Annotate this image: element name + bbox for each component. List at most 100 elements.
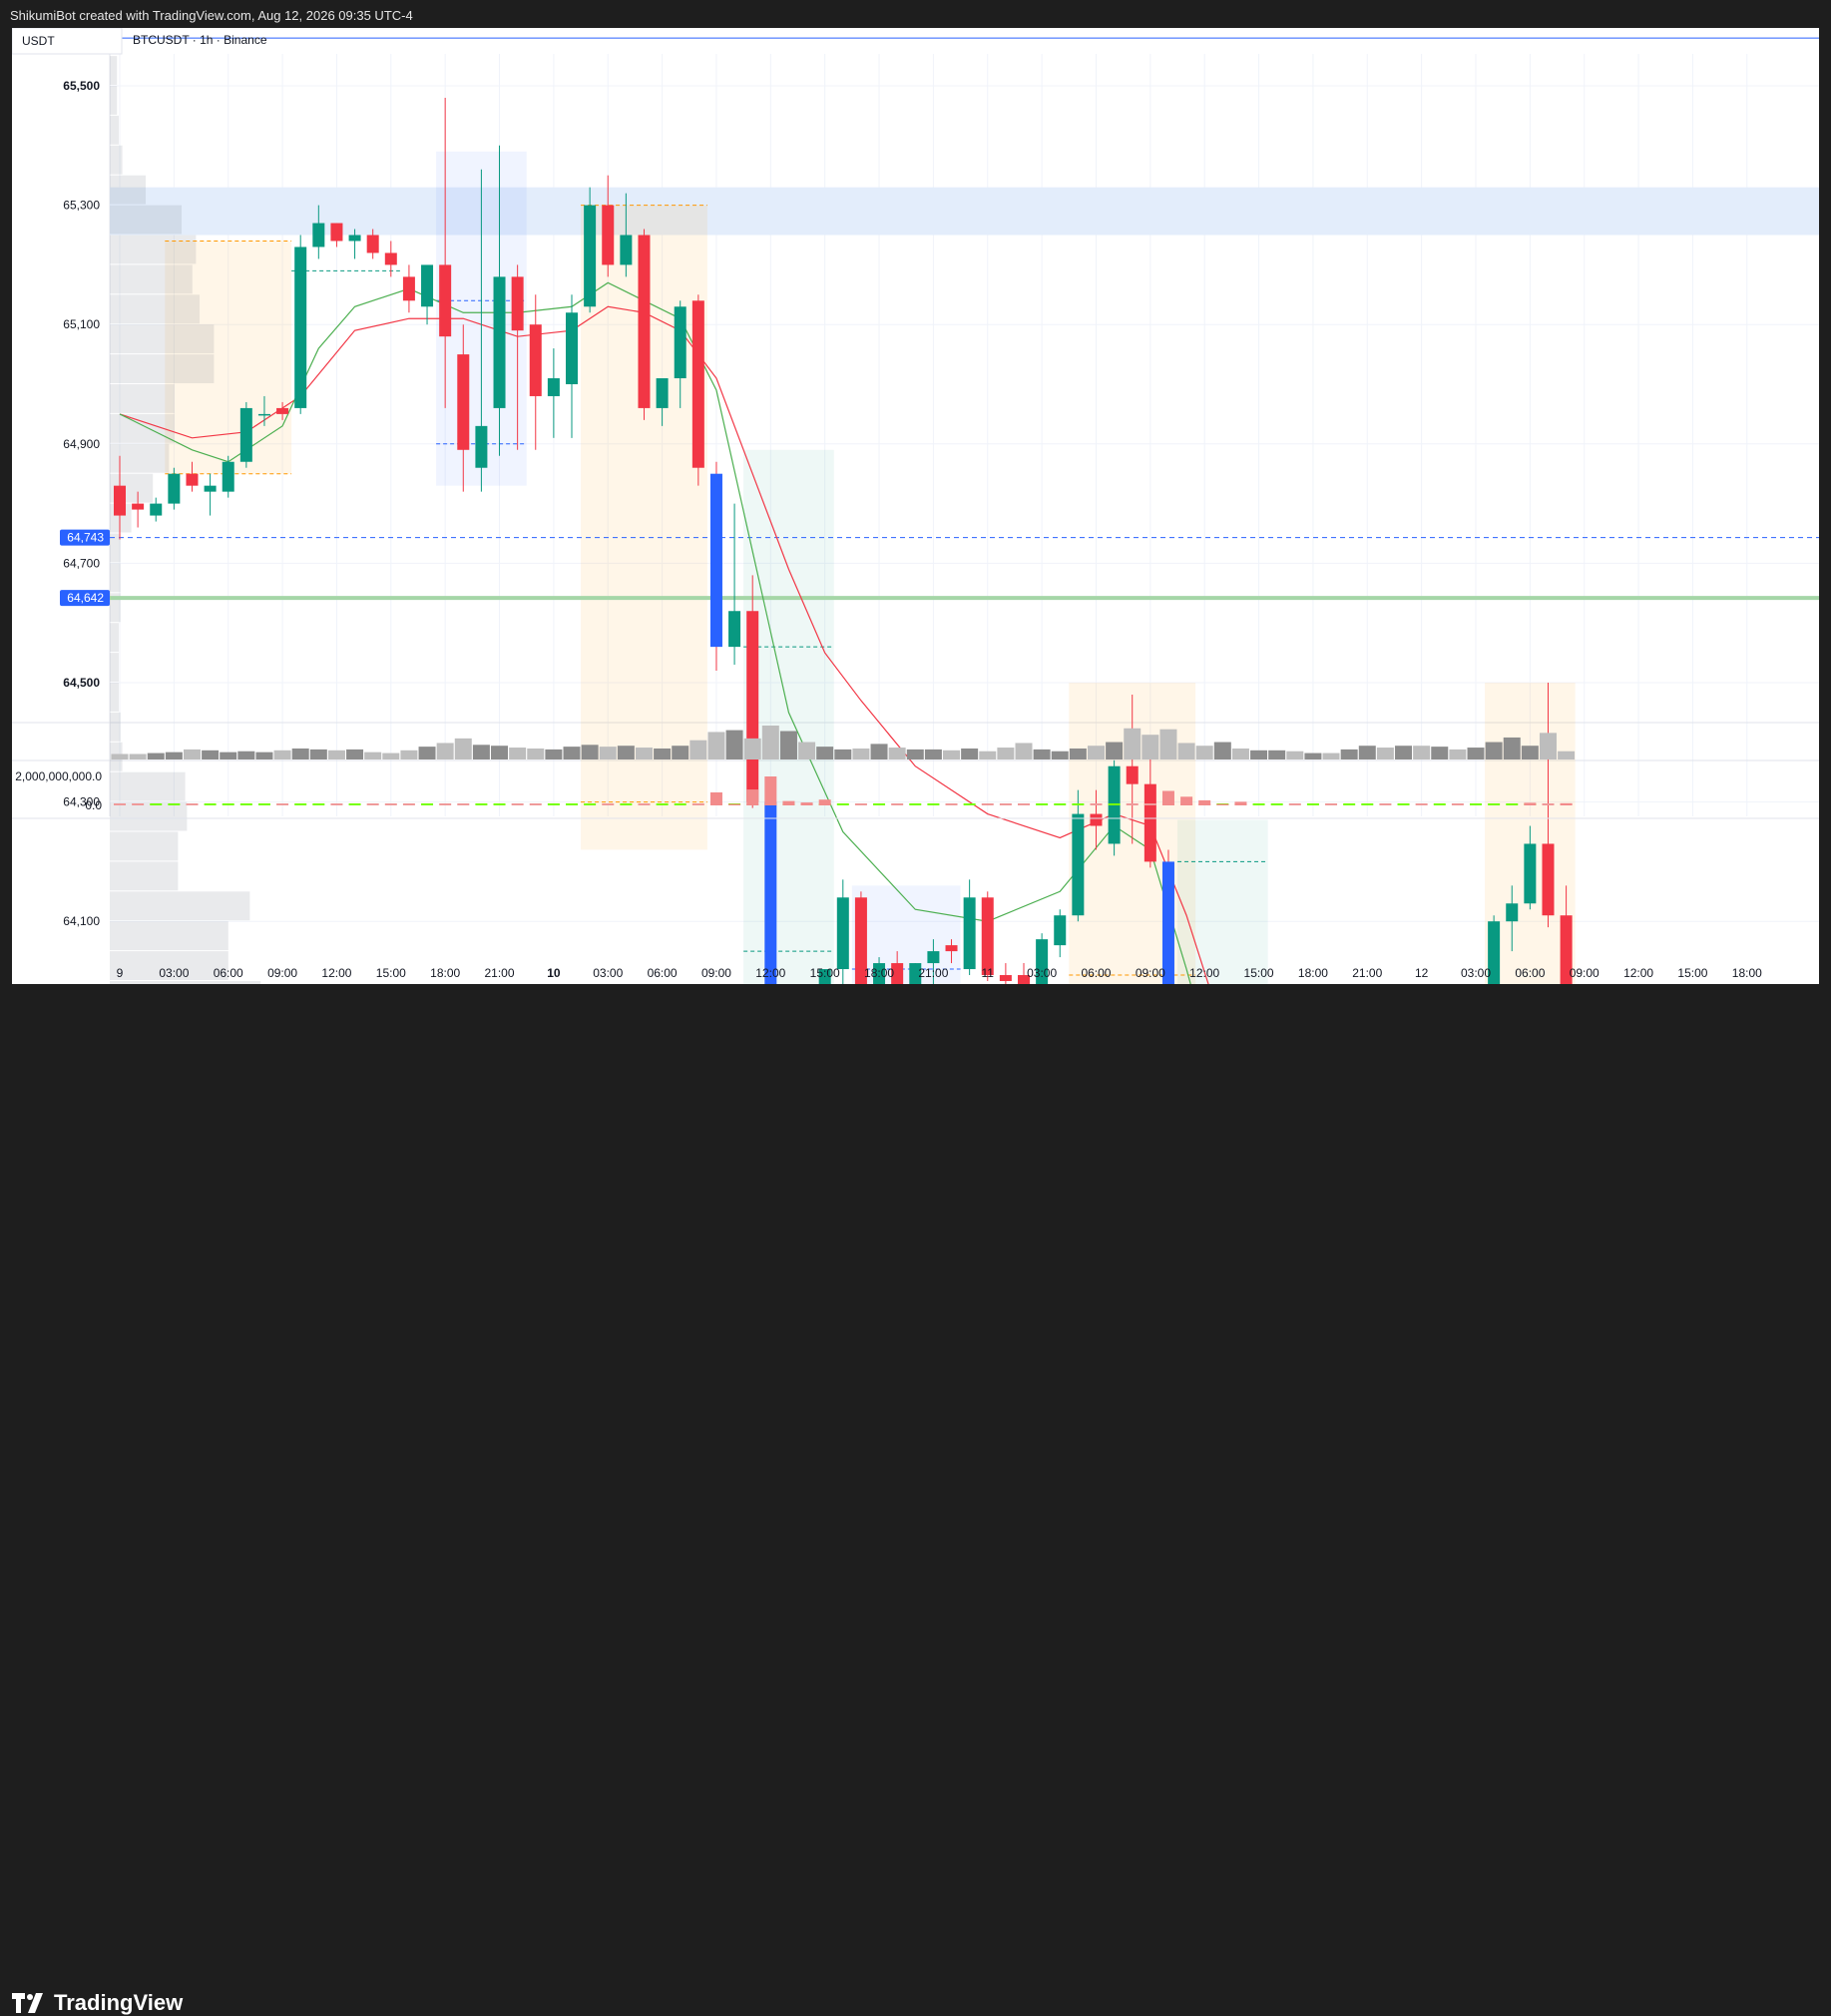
- candle-body-21: [493, 276, 506, 408]
- volume-bar-46: [943, 750, 961, 759]
- volume-bar-79: [1539, 733, 1557, 759]
- osc-tick-65: [1288, 803, 1301, 805]
- time-label-2: 06:00: [214, 966, 243, 980]
- osc-label-zero: 0.0: [85, 798, 102, 812]
- volume-bar-37: [779, 731, 797, 759]
- osc-tick-19: [457, 803, 470, 805]
- candle-body-80: [1560, 915, 1573, 1005]
- volume-bar-22: [509, 748, 527, 759]
- osc-tick-69: [1361, 803, 1374, 805]
- time-label-24: 12: [1415, 966, 1429, 980]
- time-label-0: 9: [117, 966, 124, 980]
- tradingview-logo-icon: [12, 1993, 43, 2013]
- volume-bar-72: [1413, 746, 1431, 759]
- price-label-7: 64,100: [63, 914, 100, 928]
- candle-body-51: [1036, 939, 1049, 993]
- osc-tick-43: [891, 803, 904, 805]
- candle-body-5: [204, 485, 217, 492]
- time-label-29: 15:00: [1677, 966, 1707, 980]
- osc-tick-74: [1451, 803, 1464, 805]
- osc-bar-2: [746, 789, 759, 805]
- candle-body-27: [602, 205, 615, 265]
- price-chart[interactable]: 2,000,000,000.0 0.0 65,500 65,300 65,100 64,…: [11, 27, 1819, 1525]
- osc-tick-68: [1343, 803, 1356, 805]
- candle-body-34: [728, 611, 741, 648]
- osc-tick-48: [981, 803, 994, 805]
- time-label-27: 09:00: [1570, 966, 1600, 980]
- zone-box-0: [165, 241, 292, 474]
- footer-bar: TradingView: [0, 986, 1831, 2015]
- volume-bar-2: [147, 753, 165, 759]
- osc-tick-20: [475, 803, 488, 805]
- profile-row-28: [110, 891, 250, 921]
- candle-body-47: [963, 897, 976, 970]
- profile-row-30: [110, 951, 229, 980]
- time-label-13: 15:00: [810, 966, 840, 980]
- osc-bar-5: [800, 802, 813, 805]
- volume-bar-67: [1322, 753, 1340, 759]
- candle-body-18: [439, 264, 452, 337]
- osc-tick-52: [1054, 803, 1067, 805]
- time-label-28: 12:00: [1623, 966, 1653, 980]
- volume-bar-43: [888, 748, 906, 759]
- volume-bar-17: [418, 747, 436, 759]
- volume-bar-60: [1195, 746, 1213, 759]
- volume-bar-68: [1340, 749, 1358, 759]
- candle-body-79: [1542, 843, 1555, 916]
- candle-body-43: [891, 963, 904, 987]
- candle-body-16: [402, 276, 415, 301]
- price-label-4: 64,700: [63, 556, 100, 570]
- time-label-18: 06:00: [1081, 966, 1111, 980]
- zone-box-3: [743, 449, 834, 1083]
- candle-body-49: [999, 975, 1012, 981]
- candle-body-2: [150, 503, 163, 516]
- osc-tick-4: [186, 803, 199, 805]
- candle-body-10: [294, 247, 307, 408]
- osc-tick-7: [239, 803, 252, 805]
- volume-bar-47: [961, 748, 979, 759]
- candle-body-22: [511, 276, 524, 331]
- profile-row-27: [110, 861, 179, 891]
- currency-box[interactable]: [11, 27, 123, 55]
- time-label-20: 12:00: [1189, 966, 1219, 980]
- osc-tick-18: [439, 803, 452, 805]
- time-label-4: 12:00: [321, 966, 351, 980]
- volume-bar-34: [725, 730, 743, 759]
- osc-tick-53: [1072, 803, 1085, 805]
- volume-bar-32: [689, 740, 707, 759]
- volume-bar-50: [1015, 743, 1033, 759]
- candle-body-33: [709, 473, 722, 648]
- candle-body-7: [239, 407, 252, 462]
- osc-bar-3: [764, 776, 777, 805]
- osc-tick-50: [1018, 803, 1030, 805]
- osc-tick-67: [1325, 803, 1338, 805]
- chart-panel[interactable]: 2,000,000,000.0 0.0 65,500 65,300 65,100 64,…: [11, 27, 1819, 1525]
- time-label-3: 09:00: [267, 966, 297, 980]
- osc-bar-7: [1161, 790, 1174, 805]
- candle-body-45: [927, 951, 940, 964]
- candle-body-3: [168, 473, 181, 504]
- candle-body-40: [836, 897, 849, 970]
- volume-bar-9: [273, 750, 291, 759]
- volume-bar-19: [454, 738, 472, 759]
- osc-tick-3: [168, 803, 181, 805]
- osc-tick-10: [294, 803, 307, 805]
- osc-bar-4: [782, 800, 795, 805]
- volume-bar-66: [1304, 753, 1322, 759]
- time-label-7: 21:00: [485, 966, 515, 980]
- osc-tick-79: [1542, 803, 1555, 805]
- candles-layer[interactable]: [114, 97, 1573, 1435]
- profile-row-20: [110, 653, 119, 682]
- time-label-1: 03:00: [159, 966, 189, 980]
- candle-body-12: [330, 223, 343, 242]
- candle-body-29: [638, 235, 651, 408]
- osc-tick-29: [638, 803, 651, 805]
- candle-body-0: [114, 485, 126, 516]
- osc-bar-12: [1524, 802, 1537, 805]
- volume-bar-6: [220, 752, 237, 759]
- candle-body-8: [257, 413, 270, 416]
- brand[interactable]: TradingView: [12, 1990, 183, 2016]
- osc-bar-11: [1234, 801, 1247, 805]
- volume-bar-10: [291, 748, 309, 759]
- candle-body-35: [746, 611, 759, 802]
